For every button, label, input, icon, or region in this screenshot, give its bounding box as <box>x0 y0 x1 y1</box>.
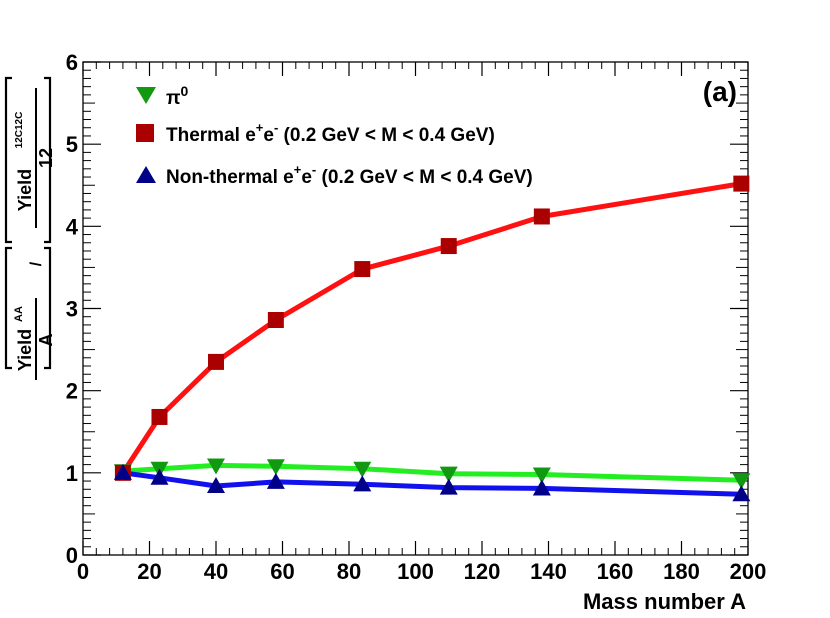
x-tick-label: 20 <box>137 559 161 584</box>
x-tick-label: 200 <box>730 559 767 584</box>
y-title-bracket-right-bottom <box>44 76 52 244</box>
x-axis-title: Mass number A <box>583 589 746 614</box>
data-point-triangle-up <box>439 478 458 495</box>
panel-label: (a) <box>703 76 737 107</box>
y-title-bracket-right <box>4 76 12 244</box>
legend-nonthermal-sup2: - <box>312 162 316 177</box>
series-line-2 <box>120 470 744 497</box>
x-tick-label: 180 <box>663 559 700 584</box>
legend-label-nonthermal: Non-thermal e+e- (0.2 GeV < M < 0.4 GeV) <box>166 162 533 188</box>
legend-nonthermal-mid: e <box>301 167 312 188</box>
x-tick-label: 0 <box>77 559 89 584</box>
x-tick-label: 140 <box>530 559 567 584</box>
series-lines <box>120 181 744 497</box>
data-point-square <box>440 238 457 255</box>
legend-thermal-tail: (0.2 GeV < M < 0.4 GeV) <box>278 125 495 146</box>
legend-nonthermal-main: Non-thermal e <box>166 167 294 188</box>
legend-marker-triangle-down <box>136 87 156 104</box>
data-point-triangle-up <box>732 485 751 502</box>
legend-thermal-main: Thermal e <box>166 125 256 146</box>
data-point-triangle-up <box>266 472 285 489</box>
data-point-square <box>733 175 750 192</box>
x-tick-label: 80 <box>337 559 361 584</box>
data-point-triangle-up <box>532 479 551 496</box>
legend-thermal-mid: e <box>263 125 274 146</box>
y-axis-title: Yield AA A / Yield 12C12C 12 <box>4 76 56 380</box>
legend-thermal-sup2: - <box>274 120 278 135</box>
y-title-left-term: Yield <box>15 329 35 371</box>
legend-nonthermal-tail: (0.2 GeV < M < 0.4 GeV) <box>316 167 533 188</box>
x-tick-label: 120 <box>464 559 501 584</box>
data-point-triangle-down <box>532 467 551 484</box>
data-point-triangle-up <box>207 476 225 493</box>
tick-labels: 0 20 40 60 80 100 120 140 160 180 200 0 1 2 3 4 5 6 <box>66 50 767 584</box>
data-point-triangle-down <box>266 459 285 476</box>
data-point-square <box>208 353 224 370</box>
y-tick-label: 6 <box>66 50 78 75</box>
y-title-right-sup: 12C12C <box>14 112 25 149</box>
legend-entry-pi0: π0 <box>136 83 189 109</box>
data-point-triangle-up <box>150 468 169 485</box>
y-title-bracket-left <box>4 246 12 370</box>
y-title-right-term: Yield <box>15 169 35 211</box>
y-tick-label: 4 <box>66 214 79 239</box>
series-line-0 <box>120 462 744 483</box>
data-point-square <box>533 208 550 225</box>
series-markers <box>113 175 751 502</box>
y-tick-label: 3 <box>66 297 78 322</box>
x-tick-label: 60 <box>270 559 294 584</box>
y-title-bracket-left-bottom <box>44 246 52 370</box>
series-line-1 <box>120 181 744 476</box>
legend-entry-nonthermal: Non-thermal e+e- (0.2 GeV < M < 0.4 GeV) <box>136 162 533 188</box>
legend-marker-triangle-up <box>136 166 156 183</box>
y-title-left-sup: AA <box>13 306 25 322</box>
legend-thermal-sup1: + <box>256 120 264 135</box>
data-point-square <box>151 408 168 425</box>
y-tick-label: 2 <box>66 379 78 404</box>
legend-pi0-main: π <box>166 88 181 109</box>
data-point-triangle-down <box>353 461 372 478</box>
data-point-square <box>267 312 284 329</box>
data-point-triangle-up <box>353 475 372 492</box>
data-point-square <box>354 261 371 278</box>
legend-entry-thermal: Thermal e+e- (0.2 GeV < M < 0.4 GeV) <box>136 120 495 146</box>
y-title-right-den: 12 <box>36 148 56 168</box>
data-point-triangle-up <box>113 463 132 480</box>
y-tick-label: 1 <box>66 461 78 486</box>
legend-label-pi0: π0 <box>166 83 189 109</box>
legend-label-thermal: Thermal e+e- (0.2 GeV < M < 0.4 GeV) <box>166 120 495 146</box>
legend-nonthermal-sup1: + <box>294 162 302 177</box>
y-title-divider: / <box>28 261 45 266</box>
legend-pi0-sup: 0 <box>181 83 189 99</box>
data-point-triangle-down <box>439 466 458 483</box>
legend-marker-square <box>136 124 154 142</box>
data-point-triangle-down <box>207 458 225 475</box>
y-tick-label: 0 <box>66 543 78 568</box>
x-tick-label: 40 <box>204 559 228 584</box>
y-title-left-den: A <box>36 334 56 347</box>
x-tick-label: 100 <box>397 559 434 584</box>
x-tick-label: 160 <box>597 559 634 584</box>
data-point-triangle-down <box>732 473 751 490</box>
legend: π0 Thermal e+e- (0.2 GeV < M < 0.4 GeV) … <box>136 83 533 188</box>
y-tick-label: 5 <box>66 132 78 157</box>
